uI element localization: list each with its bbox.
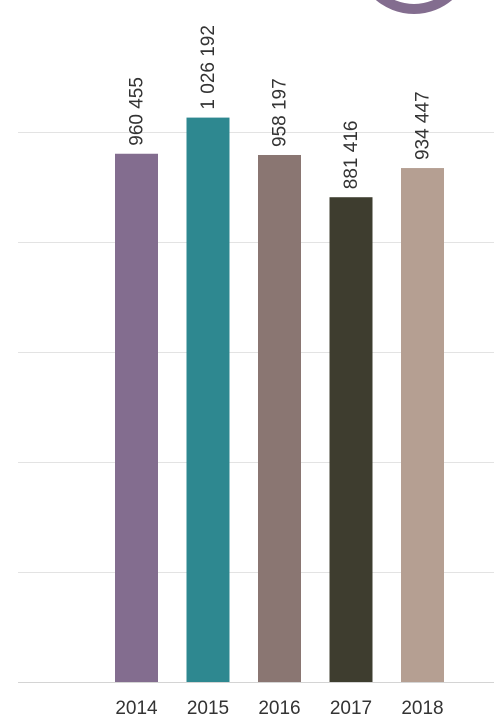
bar-2014 <box>115 153 158 682</box>
data-labels: 960 455 1 026 192 958 197 881 416 934 447 <box>127 25 434 189</box>
bar-2016 <box>258 154 301 683</box>
data-label-2015: 1 026 192 <box>198 25 219 110</box>
bar-2017 <box>329 197 373 683</box>
bar-2018 <box>401 168 444 683</box>
corner-decor-ring <box>375 0 453 14</box>
x-tick-label-2018: 2018 <box>401 698 443 718</box>
decor-layer <box>375 0 453 14</box>
x-tick-label-2017: 2017 <box>330 698 372 718</box>
x-axis-ticks: 2014 2015 2016 2017 2018 <box>115 698 443 719</box>
x-tick-label-2015: 2015 <box>187 698 229 718</box>
x-tick-label-2014: 2014 <box>115 698 158 718</box>
data-label-2018: 934 447 <box>413 91 434 160</box>
x-tick-label-2016: 2016 <box>258 698 300 718</box>
data-label-2014: 960 455 <box>127 77 148 146</box>
data-label-2016: 958 197 <box>270 78 291 147</box>
gridlines <box>18 132 494 683</box>
bars <box>115 117 444 683</box>
data-label-2017: 881 416 <box>341 121 362 190</box>
bar-2015 <box>186 117 230 682</box>
